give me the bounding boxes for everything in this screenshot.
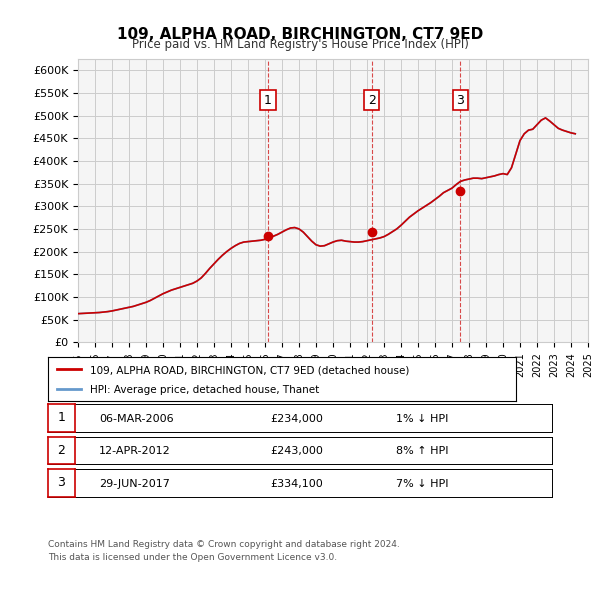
Text: 3: 3	[58, 476, 65, 489]
Text: 8% ↑ HPI: 8% ↑ HPI	[396, 446, 449, 456]
Text: Contains HM Land Registry data © Crown copyright and database right 2024.: Contains HM Land Registry data © Crown c…	[48, 540, 400, 549]
Text: 109, ALPHA ROAD, BIRCHINGTON, CT7 9ED (detached house): 109, ALPHA ROAD, BIRCHINGTON, CT7 9ED (d…	[90, 365, 409, 375]
Text: This data is licensed under the Open Government Licence v3.0.: This data is licensed under the Open Gov…	[48, 553, 337, 562]
Text: £243,000: £243,000	[270, 446, 323, 456]
Text: 06-MAR-2006: 06-MAR-2006	[99, 414, 173, 424]
Text: £234,000: £234,000	[270, 414, 323, 424]
Text: Price paid vs. HM Land Registry's House Price Index (HPI): Price paid vs. HM Land Registry's House …	[131, 38, 469, 51]
Text: 29-JUN-2017: 29-JUN-2017	[99, 478, 170, 489]
Text: 1% ↓ HPI: 1% ↓ HPI	[396, 414, 448, 424]
Text: £334,100: £334,100	[270, 478, 323, 489]
Text: 2: 2	[368, 94, 376, 107]
Text: 1: 1	[58, 411, 65, 424]
Text: 7% ↓ HPI: 7% ↓ HPI	[396, 478, 449, 489]
Text: 3: 3	[457, 94, 464, 107]
Text: 12-APR-2012: 12-APR-2012	[99, 446, 171, 456]
Text: 1: 1	[264, 94, 272, 107]
Text: 2: 2	[58, 444, 65, 457]
Text: HPI: Average price, detached house, Thanet: HPI: Average price, detached house, Than…	[90, 385, 319, 395]
Text: 109, ALPHA ROAD, BIRCHINGTON, CT7 9ED: 109, ALPHA ROAD, BIRCHINGTON, CT7 9ED	[117, 27, 483, 41]
